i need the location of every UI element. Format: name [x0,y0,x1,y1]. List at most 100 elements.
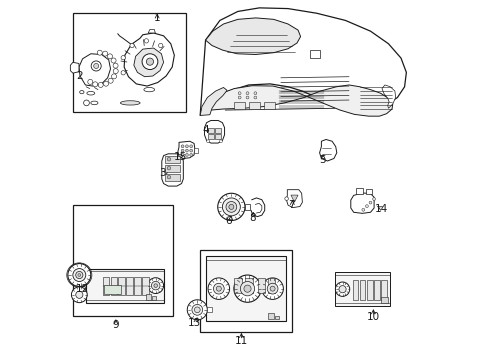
Bar [166,165,180,172]
Circle shape [91,61,101,71]
Circle shape [107,54,113,59]
Circle shape [78,274,81,276]
Bar [381,280,387,300]
Bar [146,294,151,300]
Circle shape [181,149,184,152]
Bar [258,278,266,293]
Bar [166,174,180,181]
Polygon shape [200,85,393,116]
Circle shape [112,74,117,79]
Circle shape [339,285,346,293]
Circle shape [254,96,257,99]
Circle shape [362,208,365,211]
Ellipse shape [91,101,98,105]
Ellipse shape [121,101,140,105]
Circle shape [103,51,108,56]
Circle shape [167,175,171,179]
Circle shape [187,300,207,320]
Bar [73,13,186,112]
Bar [234,102,245,109]
Bar [268,314,274,319]
Circle shape [214,283,224,294]
Circle shape [113,63,118,68]
Circle shape [159,43,163,48]
Circle shape [68,264,91,287]
Circle shape [181,153,184,156]
Bar [194,148,197,153]
Circle shape [144,39,148,43]
Bar [269,278,275,293]
Bar [102,277,109,295]
Circle shape [254,92,257,95]
Polygon shape [287,190,302,208]
Polygon shape [71,62,79,73]
Ellipse shape [80,90,84,94]
Bar [265,102,275,109]
Polygon shape [178,141,195,158]
Circle shape [218,193,245,221]
Circle shape [190,153,193,156]
Polygon shape [351,193,374,213]
Bar [126,277,133,295]
Bar [356,188,364,194]
Bar [207,307,212,312]
Circle shape [335,282,350,296]
Circle shape [97,50,102,55]
Bar [335,272,390,306]
Text: 9: 9 [113,320,119,330]
Bar [104,285,121,294]
Bar [215,134,221,139]
Circle shape [369,201,372,204]
Circle shape [208,278,230,300]
Bar [73,205,173,316]
Text: 10: 10 [367,312,380,322]
Text: 2: 2 [76,71,83,81]
Circle shape [207,140,210,143]
Circle shape [167,157,171,161]
Polygon shape [205,18,300,54]
Circle shape [181,145,184,148]
Circle shape [113,69,118,74]
Circle shape [267,283,278,294]
Circle shape [186,149,188,152]
Circle shape [222,198,240,216]
Circle shape [88,79,93,84]
Bar [166,156,180,163]
Polygon shape [79,54,111,86]
Circle shape [229,204,234,210]
Circle shape [147,58,153,65]
Bar [249,102,260,109]
Text: 7: 7 [288,200,295,210]
Polygon shape [162,154,183,186]
Circle shape [246,92,249,95]
Bar [208,134,214,139]
Polygon shape [124,33,174,86]
Text: 1: 1 [154,13,160,23]
Circle shape [220,140,222,143]
Circle shape [111,58,116,63]
Polygon shape [319,139,337,161]
Text: 12: 12 [76,284,90,294]
Polygon shape [382,85,395,108]
Circle shape [373,198,375,201]
Circle shape [142,54,158,69]
Text: 8: 8 [249,213,255,222]
Circle shape [270,286,275,291]
Circle shape [148,278,164,293]
Bar [200,250,292,332]
Circle shape [285,197,289,201]
Circle shape [151,281,160,290]
Polygon shape [148,30,155,33]
Bar [245,278,253,293]
Circle shape [84,100,89,106]
Polygon shape [291,195,298,202]
Bar [353,280,358,300]
Bar [360,280,366,300]
Bar [381,297,388,303]
Circle shape [167,166,171,170]
Circle shape [76,291,83,298]
Text: 11: 11 [235,336,248,346]
Circle shape [186,145,188,148]
Circle shape [108,78,113,83]
Circle shape [234,275,261,302]
